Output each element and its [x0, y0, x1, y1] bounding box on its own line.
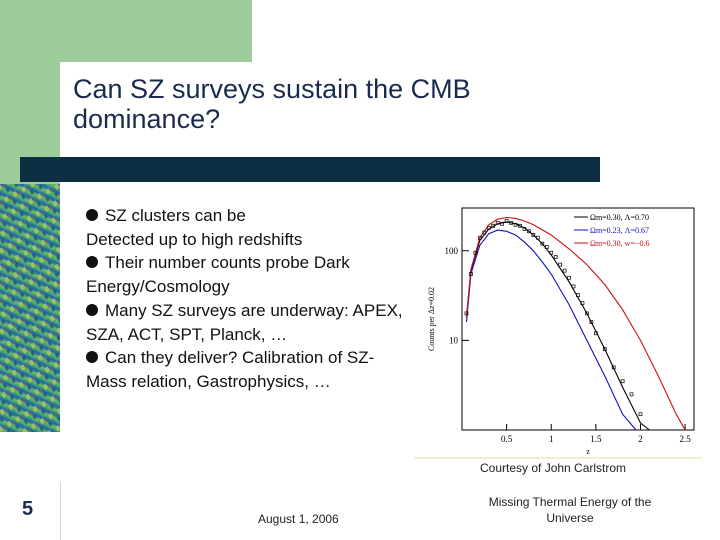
slide-title: Can SZ surveys sustain the CMB dominance…	[73, 74, 471, 134]
footer-date: August 1, 2006	[258, 512, 339, 526]
data-point	[593, 331, 598, 336]
bullet-1-continuation: Detected up to high redshifts	[86, 229, 303, 249]
x-tick-label: 1	[549, 434, 554, 444]
data-point	[580, 301, 585, 306]
data-point	[544, 245, 549, 249]
x-tick-label: 1.5	[590, 434, 602, 444]
bullet-2-text: Their number counts probe Dark Energy/Co…	[86, 253, 350, 297]
data-point	[558, 262, 563, 267]
bullet-3-text: Many SZ surveys are underway: APEX, SZA,…	[86, 300, 403, 344]
green-corner-decoration	[0, 0, 252, 62]
data-point	[540, 241, 545, 246]
bullet-4: Can they deliver? Calibration of SZ-Mass…	[86, 346, 406, 393]
data-point	[549, 250, 554, 255]
series-line-3	[465, 216, 686, 431]
data-point	[527, 229, 531, 234]
x-tick-label: 2.5	[679, 434, 691, 444]
x-axis-label: z	[586, 447, 590, 456]
bullet-1: SZ clusters can be	[86, 204, 406, 228]
data-point	[482, 230, 487, 235]
data-point	[477, 235, 482, 240]
x-tick-label: 0.5	[501, 434, 513, 444]
footer-presentation-title: Missing Thermal Energy of the Universe	[488, 495, 652, 525]
data-point	[562, 268, 567, 273]
data-point	[473, 250, 478, 255]
data-point	[571, 284, 576, 289]
slide-number: 5	[22, 498, 34, 520]
data-point	[553, 255, 558, 259]
data-point	[513, 222, 518, 227]
data-point	[491, 223, 496, 228]
data-point	[602, 347, 607, 351]
number-counts-chart: 0.5 1 1.5 2 2.5 100 10 z Counts per Δz=0.02 Ωm=0.…	[427, 207, 695, 456]
data-point	[464, 311, 469, 316]
data-point	[620, 379, 625, 384]
bullet-list: SZ clusters can be Detected up to high r…	[86, 204, 406, 394]
data-point	[638, 412, 643, 417]
bullet-1-line: SZ clusters can be	[105, 206, 246, 225]
data-point	[589, 320, 594, 324]
caption-divider	[414, 457, 702, 459]
plot-frame	[461, 207, 695, 431]
data-point	[535, 235, 540, 240]
title-underline-bar	[20, 157, 600, 182]
image-credit: Courtesy of John Carlstrom	[480, 461, 627, 475]
data-point	[629, 392, 634, 397]
bullet-dot	[86, 209, 98, 221]
y-tick-label: 100	[445, 246, 459, 256]
cmb-map-image	[0, 184, 60, 432]
legend-entry: Ωm=0.23, Λ=0.67	[590, 226, 649, 235]
data-point	[509, 220, 513, 225]
y-axis-label: Counts per Δz=0.02	[427, 287, 436, 351]
bullet-dot	[86, 303, 98, 316]
series-line-1	[465, 221, 650, 431]
data-point	[469, 272, 473, 276]
bullet-4-text: Can they deliver? Calibration of SZ-Mass…	[86, 348, 375, 391]
bullet-dot	[86, 256, 98, 269]
x-tick-label: 2	[638, 434, 643, 444]
data-point	[531, 233, 536, 237]
bullet-3: Many SZ surveys are underway: APEX, SZA,…	[86, 299, 406, 346]
footer-divider	[60, 482, 61, 540]
legend-entry: Ωm=0.30, Λ=0.70	[590, 213, 649, 222]
data-point	[611, 365, 616, 370]
bullet-2: Their number counts probe Dark Energy/Co…	[86, 251, 406, 298]
y-tick-label: 10	[449, 335, 459, 345]
data-point	[495, 220, 500, 225]
series-line-2	[465, 229, 637, 431]
data-point	[522, 227, 527, 231]
data-point	[567, 275, 571, 280]
data-point	[518, 223, 522, 228]
data-point	[486, 226, 491, 230]
bullet-dot	[86, 351, 98, 364]
data-point	[504, 219, 509, 223]
legend-entry: Ωm=0.30, w=−0.6	[590, 239, 649, 248]
data-point	[576, 293, 580, 297]
data-point	[585, 311, 589, 316]
data-point	[500, 221, 505, 226]
